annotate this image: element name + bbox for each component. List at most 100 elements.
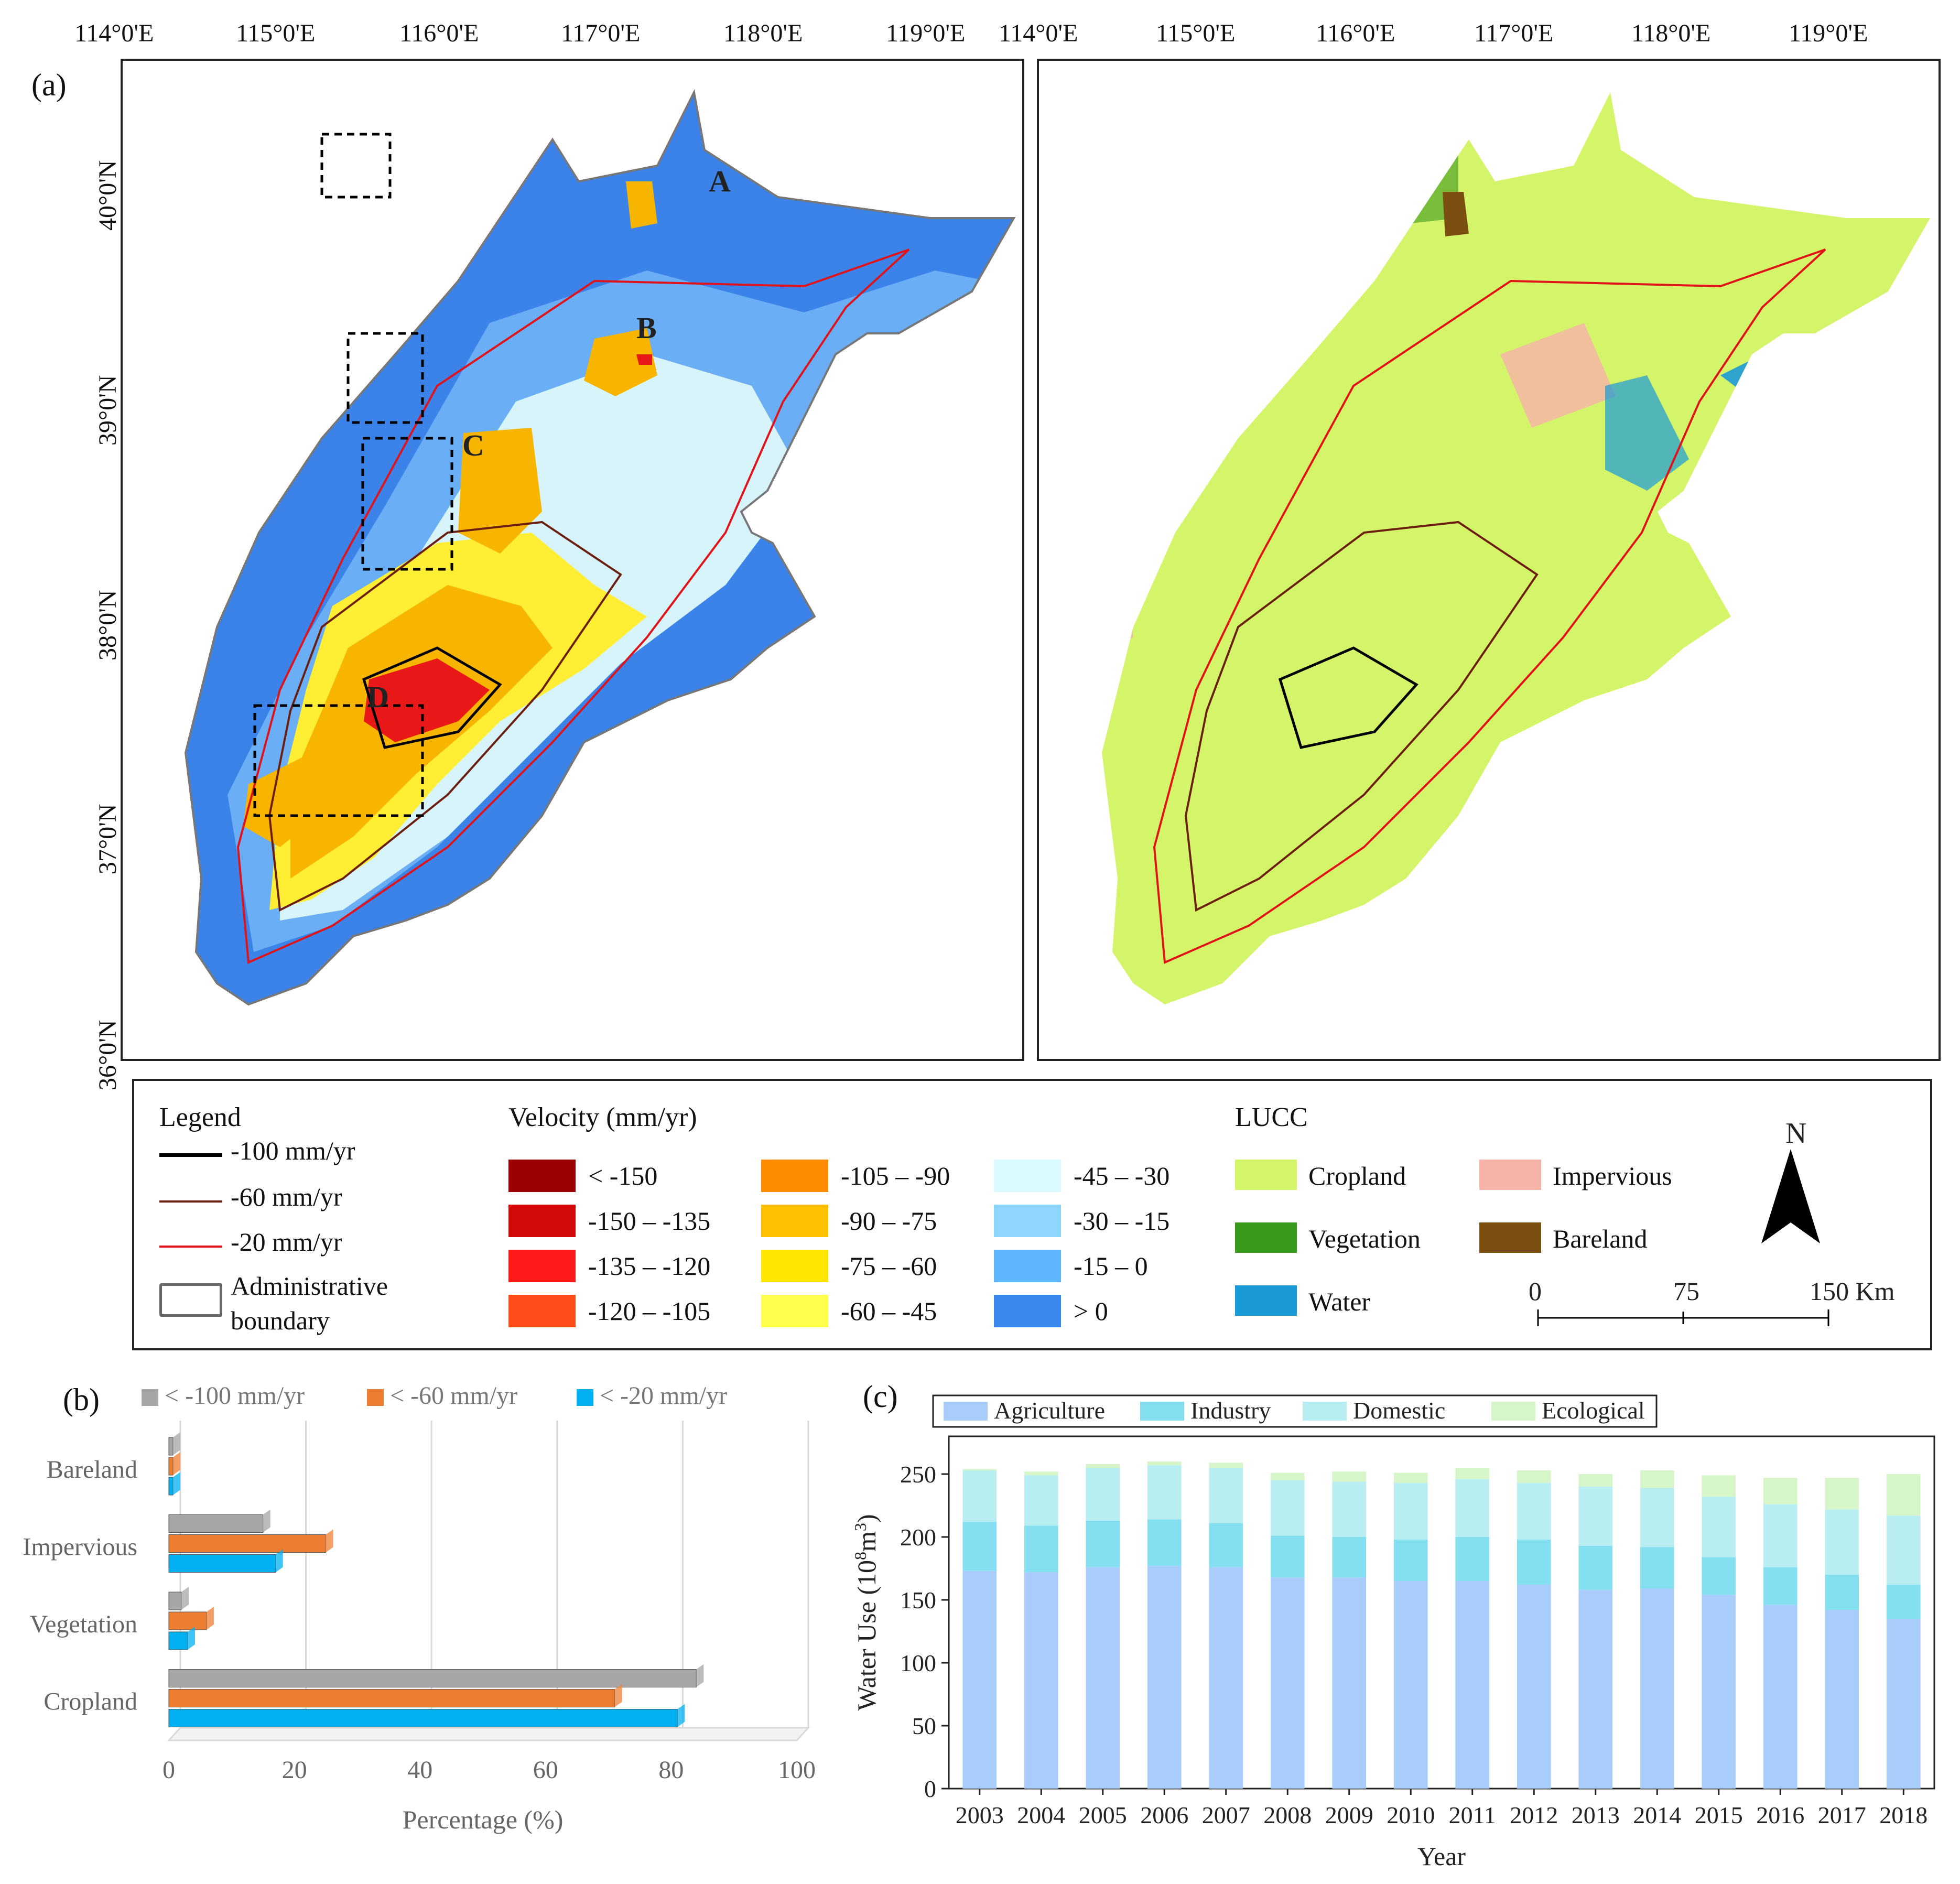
scale-label-0: 0 <box>1529 1276 1542 1306</box>
stacked-bar <box>1517 1482 1551 1540</box>
contour-minus100 <box>362 646 502 749</box>
velocity-zone-orange-s <box>243 753 332 847</box>
velocity-swatch <box>994 1160 1061 1192</box>
stacked-bar <box>1578 1474 1613 1487</box>
stacked-bar <box>1393 1472 1428 1483</box>
stacked-bar <box>1886 1619 1921 1789</box>
velocity-swatch <box>761 1205 828 1237</box>
x-tick-label: 2011 <box>1449 1802 1496 1828</box>
x-tick-label: 2018 <box>1879 1802 1927 1828</box>
lon-tick: 119°0'E <box>886 19 966 47</box>
bar-side <box>173 1452 180 1475</box>
bar-side <box>696 1664 704 1687</box>
admin-label: boundary <box>231 1306 330 1335</box>
stacked-bar <box>1763 1567 1797 1605</box>
stacked-bar <box>1517 1539 1551 1585</box>
velocity-label: -150 – -135 <box>588 1206 711 1236</box>
stacked-bar <box>1393 1482 1428 1540</box>
x-tick-label: 2005 <box>1079 1802 1127 1828</box>
contour-label: -60 mm/yr <box>231 1182 342 1211</box>
stacked-bar <box>1455 1468 1490 1479</box>
stacked-bar <box>1332 1577 1367 1789</box>
stacked-bar <box>1086 1520 1120 1567</box>
stacked-bar <box>1147 1465 1182 1520</box>
velocity-label: > 0 <box>1074 1296 1108 1326</box>
velocity-label: -120 – -105 <box>588 1296 711 1326</box>
velocity-swatch <box>508 1295 576 1327</box>
x-tick-label: 80 <box>658 1756 684 1784</box>
bar-side <box>677 1704 685 1727</box>
zone-label-a: A <box>709 164 731 198</box>
y-tick-label: 50 <box>912 1713 936 1739</box>
lucc-water-coast <box>1605 375 1689 491</box>
bar <box>168 1669 697 1687</box>
y-axis-title-part: 3 <box>851 1523 870 1531</box>
velocity-label: -135 – -120 <box>588 1251 711 1281</box>
lucc-swatch <box>1235 1285 1297 1316</box>
velocity-swatch <box>994 1205 1061 1237</box>
x-tick-label: 2004 <box>1017 1802 1065 1828</box>
contour-line-sample <box>159 1246 222 1248</box>
lucc-swatch <box>1479 1222 1541 1253</box>
zone-box-a <box>320 133 392 199</box>
stacked-bar <box>1332 1537 1367 1577</box>
bar <box>168 1591 182 1610</box>
x-tick-label: 0 <box>163 1756 175 1784</box>
bar <box>168 1437 174 1456</box>
lon-tick: 118°0'E <box>723 19 803 47</box>
lucc-impervious-west <box>1102 564 1133 658</box>
velocity-swatch <box>994 1250 1061 1282</box>
velocity-swatch <box>761 1160 828 1192</box>
bar-side <box>173 1432 180 1455</box>
lon-tick: 114°0'E <box>74 19 154 47</box>
velocity-swatch <box>508 1160 576 1192</box>
stacked-bar <box>962 1470 997 1522</box>
y-axis-title-part: ) <box>852 1514 881 1523</box>
contour-minus20 <box>236 248 910 964</box>
stacked-bar <box>1763 1504 1797 1567</box>
stacked-bar <box>1578 1589 1613 1789</box>
bar <box>168 1611 207 1630</box>
legend-label: Ecological <box>1542 1397 1645 1424</box>
y-axis-title-part: m <box>852 1531 881 1552</box>
lucc-swatch <box>1235 1160 1297 1190</box>
stacked-bar <box>1886 1474 1921 1516</box>
stacked-bar <box>1763 1478 1797 1504</box>
north-arrow-icon <box>1761 1149 1820 1243</box>
contour-label: -20 mm/yr <box>231 1227 342 1257</box>
bar-side <box>263 1509 270 1533</box>
velocity-raster <box>186 92 1014 1004</box>
panel-label-a: (a) <box>31 68 67 102</box>
lucc-map <box>1037 59 1941 1061</box>
legend-label: < -100 mm/yr <box>165 1382 305 1410</box>
north-label: N <box>1785 1117 1807 1150</box>
stacked-bar <box>1640 1547 1674 1589</box>
bar <box>168 1457 174 1476</box>
stacked-bar <box>962 1522 997 1571</box>
legend-label: < -60 mm/yr <box>390 1382 517 1410</box>
x-tick-label: 2003 <box>956 1802 1004 1828</box>
lat-tick: 36°0'N <box>94 1020 122 1090</box>
x-tick-label: 2016 <box>1756 1802 1804 1828</box>
velocity-swatch <box>761 1250 828 1282</box>
y-tick-label: 250 <box>900 1461 936 1488</box>
stacked-bar <box>1270 1577 1305 1789</box>
x-tick-label: 2017 <box>1818 1802 1866 1828</box>
y-tick-label: 150 <box>900 1587 936 1614</box>
contour-minus100-r <box>1278 646 1418 749</box>
stacked-bar <box>1886 1515 1921 1585</box>
velocity-zone-d-red <box>364 658 490 742</box>
lon-tick: 117°0'E <box>1474 19 1554 47</box>
x-axis-title: Year <box>1417 1842 1466 1871</box>
stacked-bar <box>1209 1463 1243 1468</box>
chart-c: Agriculture Industry Domestic Ecological 0 50… <box>851 1394 1935 1871</box>
zone-label-b: B <box>636 311 657 345</box>
contour-minus60-r <box>1184 521 1539 912</box>
y-category-label: Bareland <box>47 1456 137 1484</box>
y-tick-label: 100 <box>900 1650 936 1676</box>
legend-marker <box>367 1389 384 1406</box>
lat-tick: 39°0'N <box>94 375 122 446</box>
velocity-title: Velocity (mm/yr) <box>508 1102 697 1132</box>
velocity-label: -90 – -75 <box>841 1206 937 1236</box>
x-tick-label: 40 <box>407 1756 432 1784</box>
